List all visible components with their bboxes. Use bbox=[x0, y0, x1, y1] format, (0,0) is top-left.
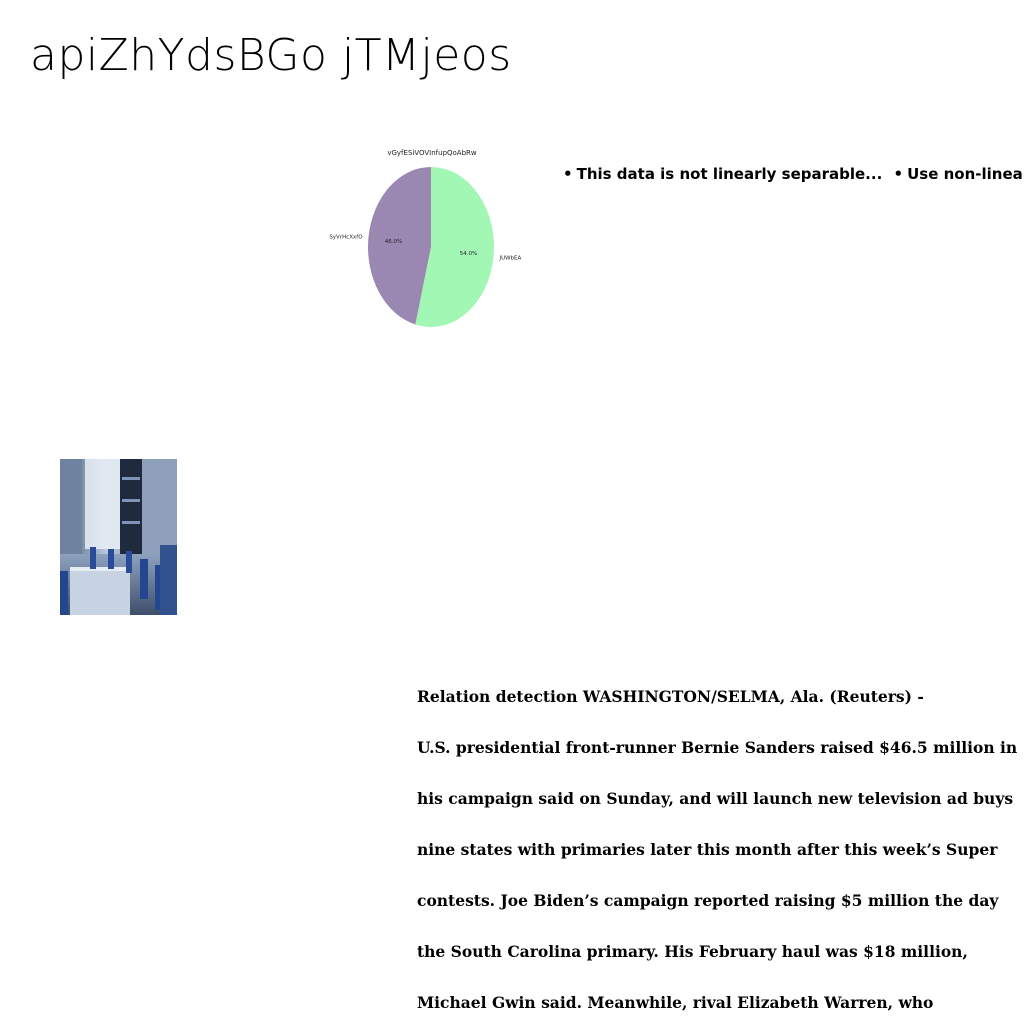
pie-slices bbox=[368, 167, 494, 327]
article-line: U.S. presidential front-runner Bernie Sa… bbox=[417, 739, 1024, 756]
pie-percent-label: 46.0% bbox=[385, 239, 402, 245]
article-line: nine states with primaries later this mo… bbox=[417, 841, 1024, 858]
photo-image bbox=[60, 459, 177, 615]
article-line: contests. Joe Biden’s campaign reported … bbox=[417, 892, 1024, 909]
pie-category-label: JUWbEA bbox=[498, 256, 521, 262]
pie-category-label: SyVrHcXxfO bbox=[329, 234, 363, 240]
article-line: the South Carolina primary. His February… bbox=[417, 943, 1024, 960]
bullet-item: Use non-linear bbox=[894, 165, 1024, 183]
bullet-item: This data is not linearly separable... bbox=[563, 165, 882, 183]
article-line: Relation detection WASHINGTON/SELMA, Ala… bbox=[417, 688, 1024, 705]
pie-percent-label: 54.0% bbox=[460, 251, 477, 257]
article-line: his campaign said on Sunday, and will la… bbox=[417, 790, 1024, 807]
pie-chart-svg: vGyfESiVOVInfupQoAbRw 54.0% JUWbEA 46.0% Sy… bbox=[300, 140, 560, 340]
chart-title: vGyfESiVOVInfupQoAbRw bbox=[387, 149, 477, 157]
pie-chart: vGyfESiVOVInfupQoAbRw 54.0% JUWbEA 46.0% Sy… bbox=[300, 140, 560, 340]
page-title: apiZhYdsBGo jTMjeos bbox=[30, 30, 512, 83]
bullet-list: This data is not linearly separable... U… bbox=[563, 165, 1024, 183]
article-text: Relation detection WASHINGTON/SELMA, Ala… bbox=[417, 654, 1024, 1028]
article-line: Michael Gwin said. Meanwhile, rival Eliz… bbox=[417, 994, 1024, 1011]
dining-room-photo bbox=[60, 459, 177, 615]
